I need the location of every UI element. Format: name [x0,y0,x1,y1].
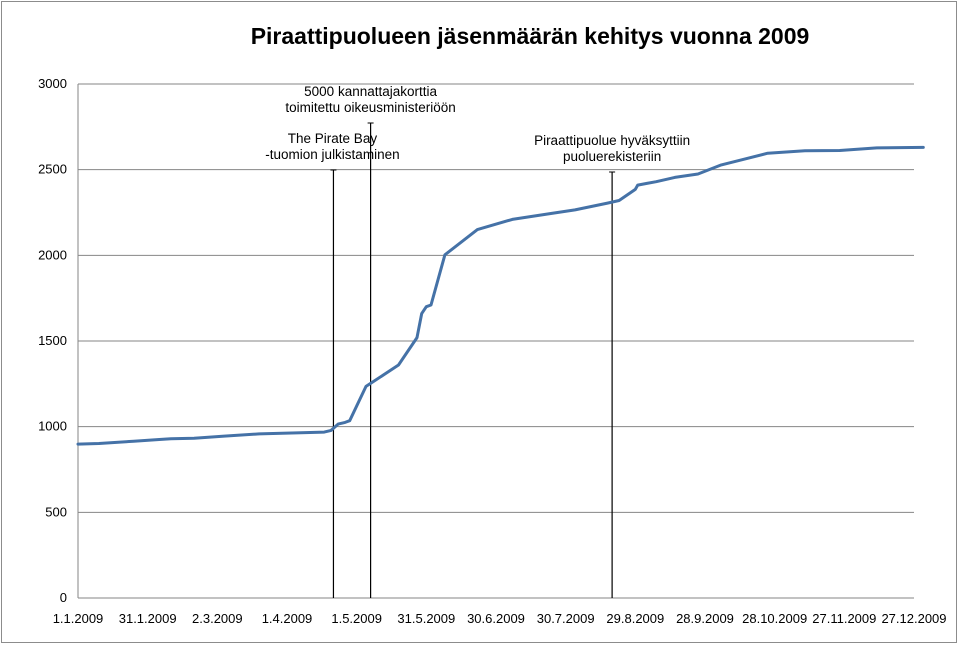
y-tick-label: 3000 [38,76,67,91]
x-tick-label: 1.1.2009 [53,611,104,626]
event-marker-label: Piraattipuolue hyväksyttiin [534,133,690,148]
y-tick-label: 2000 [38,247,67,262]
chart-title: Piraattipuolueen jäsenmäärän kehitys vuo… [250,23,810,49]
x-tick-label: 30.7.2009 [537,611,595,626]
x-tick-label: 1.5.2009 [331,611,382,626]
event-marker-label: 5000 kannattajakorttia [304,84,437,99]
event-marker-label: toimitettu oikeusministeriöön [285,100,455,115]
x-tick-label: 1.4.2009 [262,611,313,626]
x-tick-label: 30.6.2009 [467,611,525,626]
y-tick-label: 0 [60,590,67,605]
x-tick-label: 31.1.2009 [119,611,177,626]
x-tick-label: 2.3.2009 [192,611,243,626]
x-tick-label: 28.9.2009 [676,611,734,626]
y-tick-label: 2500 [38,162,67,177]
y-tick-label: 1000 [38,419,67,434]
x-tick-label: 27.12.2009 [881,611,946,626]
y-tick-label: 500 [45,504,67,519]
event-marker-label: The Pirate Bay [288,131,378,146]
event-marker-label: -tuomion julkistaminen [265,147,399,162]
x-tick-label: 29.8.2009 [606,611,664,626]
x-tick-label: 31.5.2009 [397,611,455,626]
event-marker-label: puoluerekisteriin [563,149,661,164]
y-tick-label: 1500 [38,333,67,348]
x-tick-label: 28.10.2009 [742,611,807,626]
series-line [76,145,925,446]
x-tick-label: 27.11.2009 [812,611,876,626]
